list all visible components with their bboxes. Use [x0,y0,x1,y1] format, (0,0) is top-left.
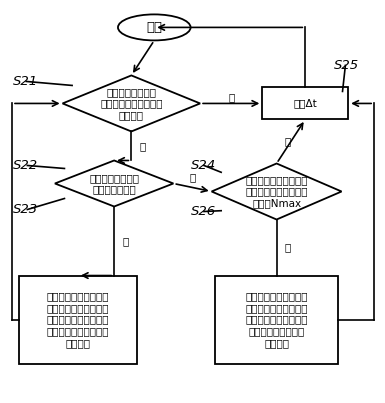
Text: 开始: 开始 [146,21,162,34]
Text: 是: 是 [122,236,129,246]
Polygon shape [62,75,200,131]
Text: S21: S21 [13,75,38,88]
Bar [18,276,137,364]
Text: S26: S26 [191,205,216,218]
Text: 延时Δt: 延时Δt [293,98,317,108]
Text: 再创建一个空闲的待用
线程对请求队列中当前
时刻排队最靠前的一个
尚未处理的业务请求
进行处理: 再创建一个空闲的待用 线程对请求队列中当前 时刻排队最靠前的一个 尚未处理的业务… [245,291,308,348]
Text: 分配调用一个空闲的待
用线程对请求队列中当
前时刻排队最靠前的一
个尚未处理的业务请求
进行处理: 分配调用一个空闲的待 用线程对请求队列中当 前时刻排队最靠前的一 个尚未处理的业… [47,291,109,348]
Text: S24: S24 [191,159,216,172]
Text: 否: 否 [189,172,196,182]
Text: 否: 否 [228,92,234,102]
Text: 当前时刻待用线程的总
数是否已达到预设最大
线程数Nmax: 当前时刻待用线程的总 数是否已达到预设最大 线程数Nmax [245,175,308,208]
Ellipse shape [118,15,191,40]
Polygon shape [212,164,341,220]
Text: 是: 是 [285,137,291,146]
Text: 当前时刻是否存在
空闲的待用线程: 当前时刻是否存在 空闲的待用线程 [89,173,139,194]
Polygon shape [55,160,173,206]
Bar [262,87,348,119]
Bar [216,276,338,364]
Text: S25: S25 [334,59,359,72]
Text: 是: 是 [140,141,146,151]
Text: S22: S22 [13,159,38,172]
Text: 否: 否 [285,243,291,253]
Text: S23: S23 [13,203,38,216]
Text: 当前时刻请求队列
中是否存在尚未处理的
业务请求: 当前时刻请求队列 中是否存在尚未处理的 业务请求 [100,87,162,120]
